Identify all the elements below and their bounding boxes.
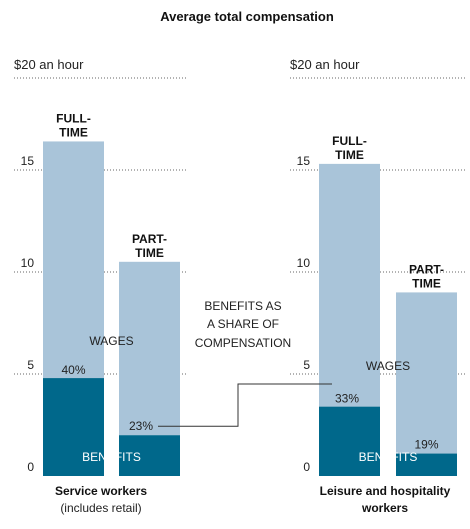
chart-title: Average total compensation: [160, 9, 334, 24]
benefits-bar: [119, 435, 180, 476]
annotation-leader: [158, 383, 332, 427]
category-label-line-2: TIME: [59, 125, 88, 139]
wages-series-label: WAGES: [89, 334, 133, 348]
share-label: 19%: [414, 438, 438, 452]
tick-label-0: 0: [27, 460, 34, 474]
annotation-line-1: BENEFITS AS: [204, 299, 281, 313]
benefits-share-annotation: BENEFITS AS A SHARE OF COMPENSATION: [195, 299, 291, 350]
panel-1: $20 an hour051015FULL-TIME40%PART-TIME23…: [14, 57, 186, 515]
category-label-line-1: FULL-: [332, 134, 367, 148]
panel-2: $20 an hour051015FULL-TIME33%PART-TIME19…: [290, 57, 465, 515]
share-label: 33%: [335, 392, 359, 406]
unit-label: $20 an hour: [290, 57, 360, 72]
benefits-series-label: BENEFITS: [82, 450, 141, 464]
wages-bar: [119, 261, 180, 436]
category-label-line-1: PART-: [409, 262, 444, 276]
wages-series-label: WAGES: [366, 359, 410, 373]
tick-label-10: 10: [297, 256, 311, 270]
panel-title: Service workers: [55, 484, 147, 498]
wages-bar: [319, 163, 380, 407]
category-label-line-2: TIME: [335, 148, 364, 162]
benefits-series-label: BENEFITS: [359, 450, 418, 464]
annotation-line-2: A SHARE OF: [207, 317, 279, 331]
share-label: 40%: [61, 363, 85, 377]
tick-label-15: 15: [21, 154, 35, 168]
benefits-bar: [43, 378, 104, 476]
tick-label-0: 0: [303, 460, 310, 474]
tick-label-5: 5: [27, 358, 34, 372]
share-label: 23%: [129, 419, 153, 433]
leader-line: [158, 383, 332, 427]
category-label-line-1: FULL-: [56, 111, 91, 125]
category-label-line-2: TIME: [412, 276, 441, 290]
panel-subtitle: (includes retail): [60, 501, 141, 515]
benefits-bar: [396, 453, 457, 476]
panel-subtitle: workers: [361, 501, 408, 515]
wages-bar: [43, 141, 104, 379]
category-label-line-1: PART-: [132, 232, 167, 246]
category-label-line-2: TIME: [135, 246, 164, 260]
benefits-bar: [319, 406, 380, 476]
panel-title: Leisure and hospitality: [320, 484, 451, 498]
wages-bar: [396, 292, 457, 454]
tick-label-5: 5: [303, 358, 310, 372]
tick-label-15: 15: [297, 154, 311, 168]
annotation-line-3: COMPENSATION: [195, 336, 291, 350]
tick-label-10: 10: [21, 256, 35, 270]
unit-label: $20 an hour: [14, 57, 84, 72]
